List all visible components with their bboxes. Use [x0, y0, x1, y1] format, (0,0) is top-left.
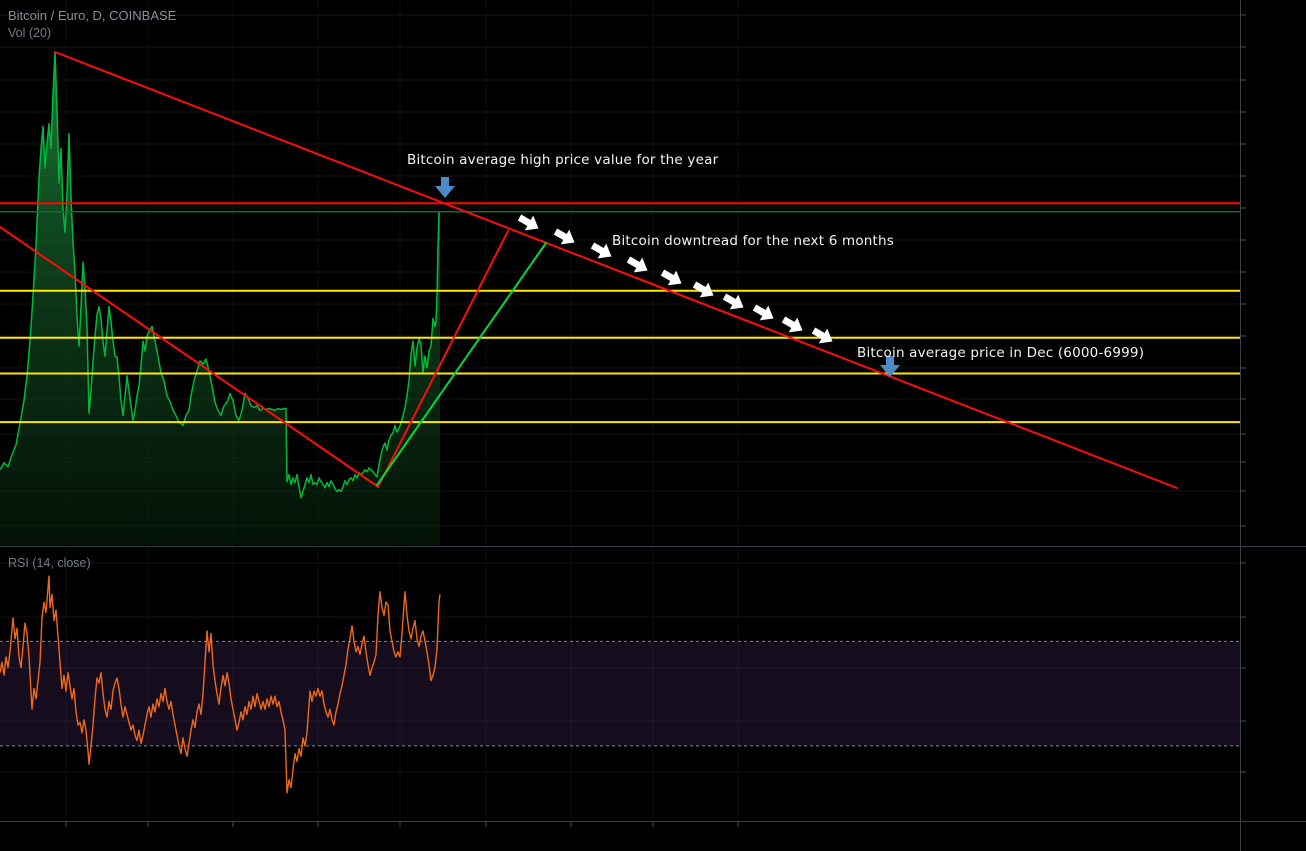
arrow-drawings — [435, 177, 900, 377]
price-level-lines — [0, 202, 1240, 424]
annotation-3[interactable]: Bitcoin average price in Dec (6000-6999) — [857, 345, 1145, 361]
left-downtrend-line[interactable] — [0, 226, 378, 487]
rsi-indicator-legend[interactable]: RSI (14, close) — [8, 556, 91, 570]
blue-pointer-arrow[interactable] — [435, 177, 455, 198]
symbol-legend[interactable]: Bitcoin / Euro, D, COINBASE — [8, 8, 177, 23]
major-downtrend-line[interactable] — [54, 51, 1178, 489]
rsi-series — [0, 575, 441, 794]
green-rally-line[interactable] — [376, 242, 547, 486]
price-line — [0, 51, 441, 499]
volume-indicator-legend[interactable]: Vol (20) — [8, 26, 52, 40]
steep-rally-line[interactable] — [377, 230, 509, 488]
price-axis[interactable]: 18000.00 17000.00 16000.00 15000.00 1400… — [1240, 0, 1306, 822]
annotation-1[interactable]: Bitcoin average high price value for the… — [407, 152, 719, 168]
annotation-2[interactable]: Bitcoin downtread for the next 6 months — [612, 233, 895, 249]
white-downtrend-arrow[interactable] — [720, 289, 748, 315]
trendline-drawings — [0, 51, 1178, 489]
rsi-line — [0, 575, 441, 794]
time-axis[interactable]: 2018 May Sep 2019 May Sep 2020 May Sep — [0, 822, 1240, 851]
rsi-band — [0, 640, 1240, 747]
